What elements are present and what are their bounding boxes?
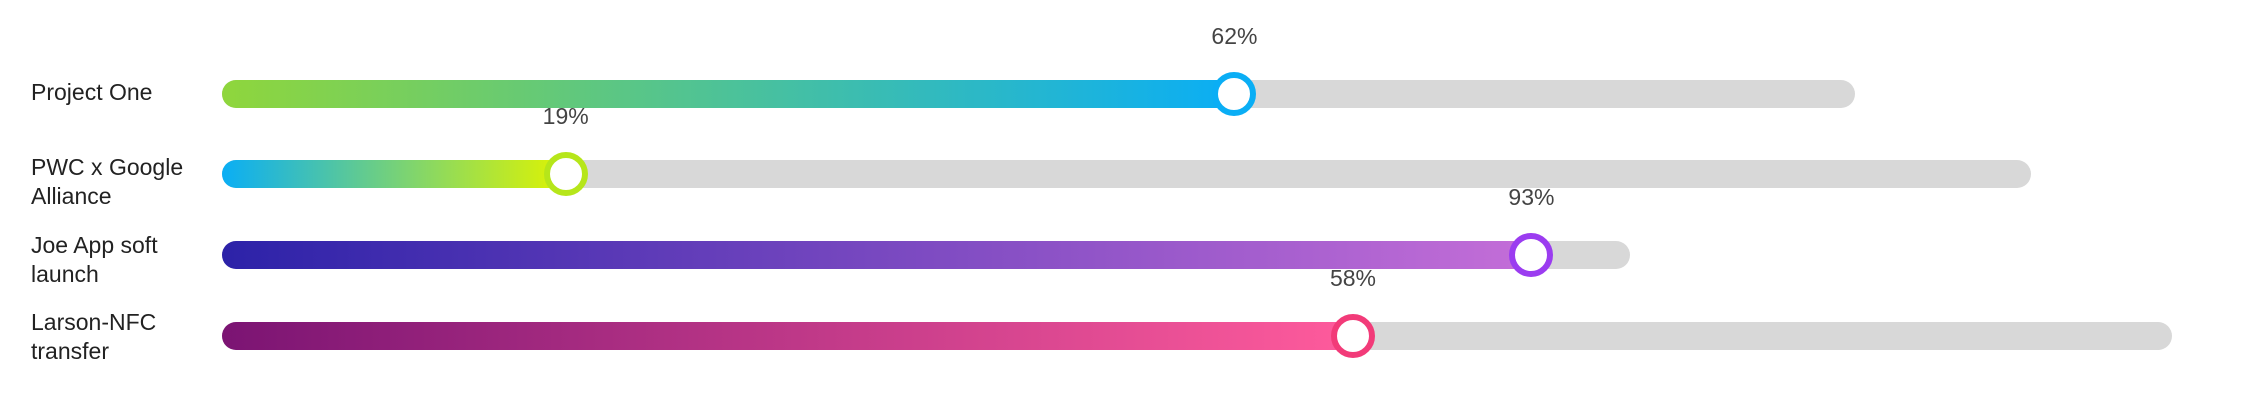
progress-knob[interactable] [1212, 72, 1257, 116]
progress-fill [222, 322, 1353, 350]
percent-label: 19% [542, 103, 589, 129]
progress-track: 93% [222, 184, 1630, 277]
progress-row-larson-nfc: Larson-NFC transfer 58% [0, 0, 2241, 364]
percent-label: 93% [1508, 184, 1555, 210]
project-label: Project One [31, 79, 153, 105]
progress-fill [222, 160, 566, 188]
progress-row-joe-app: Joe App soft launch 93% [0, 0, 2241, 287]
progress-track: 62% [222, 23, 1855, 116]
project-label: Larson-NFC transfer [31, 309, 157, 364]
progress-row-project-one: Project One 62% [0, 0, 2241, 116]
project-label: Joe App soft launch [31, 232, 158, 287]
progress-knob[interactable] [543, 152, 588, 196]
progress-fill [222, 80, 1235, 108]
progress-row-pwc-google: PWC x Google Alliance 19% [0, 0, 2241, 209]
percent-label: 58% [1329, 265, 1377, 291]
progress-track: 19% [222, 103, 2031, 196]
progress-knob[interactable] [1509, 233, 1554, 277]
percent-label: 62% [1211, 23, 1258, 49]
progress-knob[interactable] [1331, 314, 1375, 358]
progress-track: 58% [222, 265, 2172, 358]
project-label: PWC x Google Alliance [31, 154, 184, 209]
progress-fill [222, 241, 1532, 269]
